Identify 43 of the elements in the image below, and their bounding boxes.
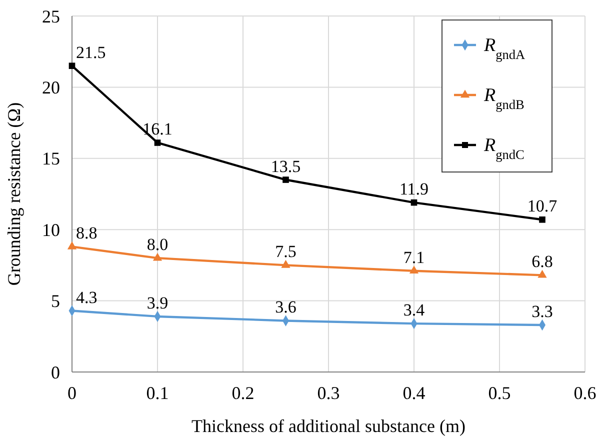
data-label: 13.5 [270,156,301,176]
data-label: 3.6 [275,298,296,317]
data-label: 8.0 [146,235,168,254]
y-tick-label: 5 [51,291,60,312]
y-tick-label: 0 [51,362,60,382]
data-label: 7.5 [275,242,296,262]
x-tick-label: 0.6 [574,383,596,403]
data-label: 3.9 [146,293,168,312]
y-axis-title: Grounding resistance (Ω) [4,102,24,286]
point [281,260,290,268]
x-tick-label: 0.4 [402,383,426,403]
data-label: 11.9 [399,180,429,199]
legend-label: R$_{gndA}$ [483,35,526,62]
data-label: 3.4 [403,300,426,320]
y-tick-label: 15 [42,148,60,169]
data-label: 4.3 [76,288,98,307]
y-tick-label: 20 [42,78,60,98]
point [282,176,289,183]
data-label: 8.8 [76,224,98,243]
point [538,270,547,278]
x-tick-label: 0.3 [317,383,340,403]
data-label: 3.3 [532,302,553,322]
point [410,199,418,206]
data-label: 6.8 [532,252,553,272]
point [67,241,77,250]
point [154,140,161,146]
data-label: 7.1 [403,248,425,267]
point [409,266,419,274]
point [539,216,546,223]
y-tick-label: 10 [42,220,60,240]
y-tick-label: 25 [42,6,60,26]
data-label: 21.5 [76,42,106,62]
point [68,62,76,70]
data-label: 10.7 [527,196,558,216]
x-tick-label: 0.1 [146,383,169,403]
legend-label: R$_{gndC}$ [483,135,525,162]
legend-label: R$_{gndB}$ [483,85,525,112]
x-tick-label: 0 [68,383,76,403]
point [152,252,162,261]
x-tick-label: 0.2 [232,383,254,403]
x-axis-title: Thickness of additional substance (m) [192,416,466,436]
data-label: 16.1 [142,120,172,139]
x-tick-label: 0.5 [488,383,511,403]
